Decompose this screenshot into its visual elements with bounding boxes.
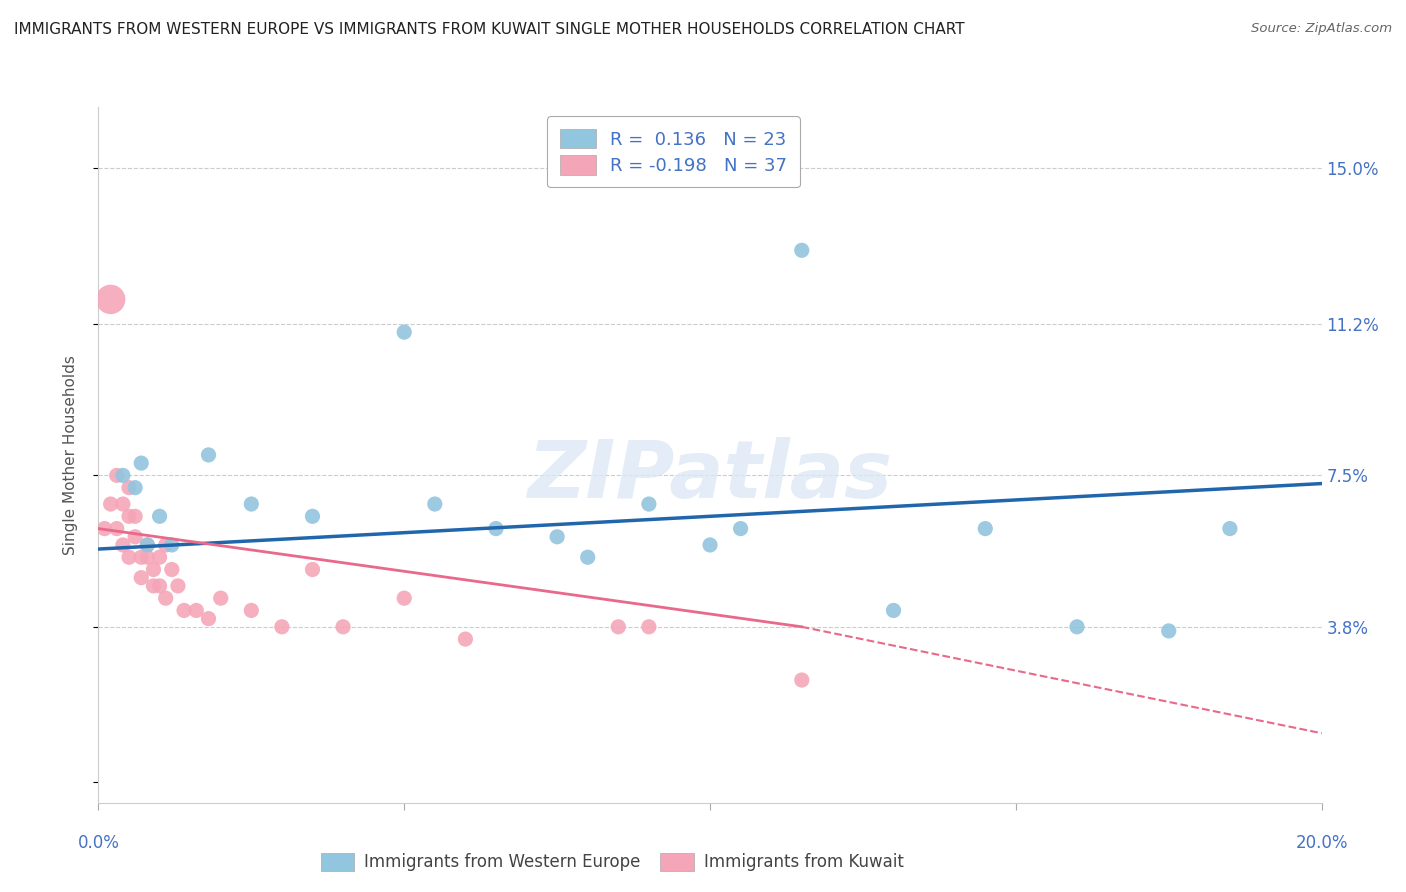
Point (1066, 620, 1088, 634)
Point (118, 509, 141, 524)
Point (129, 550, 152, 565)
Point (93, 522, 115, 536)
Point (124, 530, 146, 544)
Point (124, 481, 146, 495)
Point (100, 497, 122, 511)
Text: 20.0%: 20.0% (1295, 834, 1348, 852)
Point (637, 620, 661, 634)
Point (197, 612, 219, 626)
Point (454, 632, 477, 646)
Point (240, 603, 263, 617)
Point (974, 522, 997, 536)
Text: IMMIGRANTS FROM WESTERN EUROPE VS IMMIGRANTS FROM KUWAIT SINGLE MOTHER HOUSEHOLD: IMMIGRANTS FROM WESTERN EUROPE VS IMMIGR… (14, 22, 965, 37)
Point (1157, 624, 1180, 638)
Point (546, 530, 568, 544)
Point (124, 509, 146, 524)
Point (167, 579, 190, 593)
Point (790, 673, 813, 687)
Point (105, 522, 128, 536)
Text: ZIPatlas: ZIPatlas (527, 437, 893, 515)
Point (160, 538, 183, 552)
Point (637, 497, 661, 511)
Point (129, 456, 152, 470)
Point (118, 481, 141, 495)
Y-axis label: Single Mother Households: Single Mother Households (63, 355, 77, 555)
Legend: Immigrants from Western Europe, Immigrants from Kuwait: Immigrants from Western Europe, Immigran… (314, 846, 910, 878)
Point (392, 325, 416, 339)
Point (1219, 522, 1241, 536)
Point (332, 620, 354, 634)
Point (149, 579, 172, 593)
Point (209, 591, 232, 606)
Point (883, 603, 905, 617)
Point (149, 509, 172, 524)
Point (423, 497, 446, 511)
Point (118, 550, 141, 565)
Point (136, 538, 159, 552)
Point (136, 538, 159, 552)
Point (240, 497, 263, 511)
Point (392, 591, 416, 606)
Point (301, 562, 323, 576)
Point (607, 620, 630, 634)
Point (197, 448, 219, 462)
Point (149, 550, 172, 565)
Point (270, 620, 292, 634)
Point (186, 603, 208, 617)
Point (100, 293, 122, 307)
Point (790, 244, 813, 258)
Text: 0.0%: 0.0% (77, 834, 120, 852)
Point (301, 509, 323, 524)
Point (105, 468, 128, 483)
Point (173, 603, 195, 617)
Point (111, 538, 134, 552)
Text: Source: ZipAtlas.com: Source: ZipAtlas.com (1251, 22, 1392, 36)
Point (699, 538, 721, 552)
Point (485, 522, 508, 536)
Point (142, 562, 165, 576)
Point (136, 550, 159, 565)
Point (155, 538, 177, 552)
Point (160, 562, 183, 576)
Point (576, 550, 599, 565)
Point (111, 497, 134, 511)
Point (129, 571, 152, 585)
Point (111, 468, 134, 483)
Point (142, 579, 165, 593)
Point (730, 522, 752, 536)
Point (155, 591, 177, 606)
